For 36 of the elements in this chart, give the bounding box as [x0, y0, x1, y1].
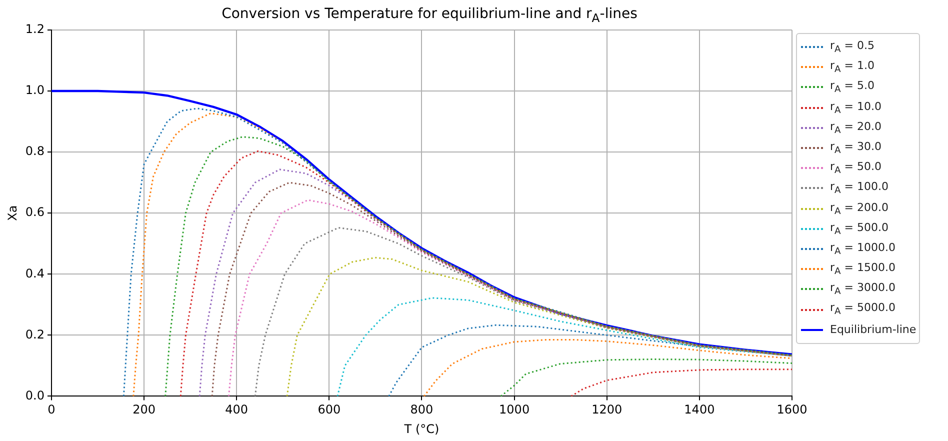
x-tick-label: 200	[132, 402, 156, 417]
x-tick-label: 800	[410, 402, 434, 417]
y-tick-label: 0.0	[25, 388, 44, 402]
y-tick-label: 1.2	[25, 22, 44, 36]
legend-label: r$_{A}$ = 5.0	[830, 79, 875, 96]
line-series	[500, 358, 792, 396]
legend-label: r$_{A}$ = 0.5	[830, 39, 875, 56]
y-tick-label: 0.2	[25, 327, 44, 342]
legend-label: r$_{A}$ = 500.0	[830, 220, 888, 237]
x-axis-title: T (°C)	[403, 422, 440, 436]
x-tick-label: 1400	[684, 402, 715, 417]
x-tick-label: 1200	[592, 402, 622, 417]
x-tick-label: 0	[48, 402, 56, 417]
y-axis-title: Xa	[5, 205, 20, 221]
legend-label: r$_{A}$ = 10.0	[830, 100, 882, 116]
legend-label: r$_{A}$ = 50.0	[830, 160, 882, 176]
legend-label: r$_{A}$ = 100.0	[830, 180, 888, 196]
x-tick-label: 1600	[776, 402, 808, 417]
legend-label: r$_{A}$ = 1.0	[830, 59, 875, 76]
legend-label: r$_{A}$ = 200.0	[830, 200, 888, 217]
y-tick-label: 1.0	[25, 83, 44, 98]
chart-title: Conversion vs Temperature for equilibrium-line and r$_{A}$-lines	[220, 6, 638, 25]
legend-label: r$_{A}$ = 1500.0	[830, 261, 896, 278]
x-tick-label: 600	[318, 402, 341, 417]
legend-label: r$_{A}$ = 5000.0	[830, 301, 896, 318]
y-tick-label: 0.8	[25, 144, 44, 158]
x-tick-label: 1000	[499, 402, 530, 417]
legend-label: r$_{A}$ = 20.0	[830, 120, 882, 136]
y-tick-label: 0.6	[25, 205, 44, 220]
legend-label: r$_{A}$ = 1000.0	[830, 240, 896, 258]
legend-label: Equilibrium-line	[830, 323, 916, 336]
x-tick-label: 400	[225, 402, 248, 417]
y-tick-label: 0.4	[25, 266, 44, 280]
line-series	[570, 368, 792, 396]
legend-label: r$_{A}$ = 30.0	[830, 140, 882, 156]
legend-label: r$_{A}$ = 3000.0	[830, 281, 896, 298]
